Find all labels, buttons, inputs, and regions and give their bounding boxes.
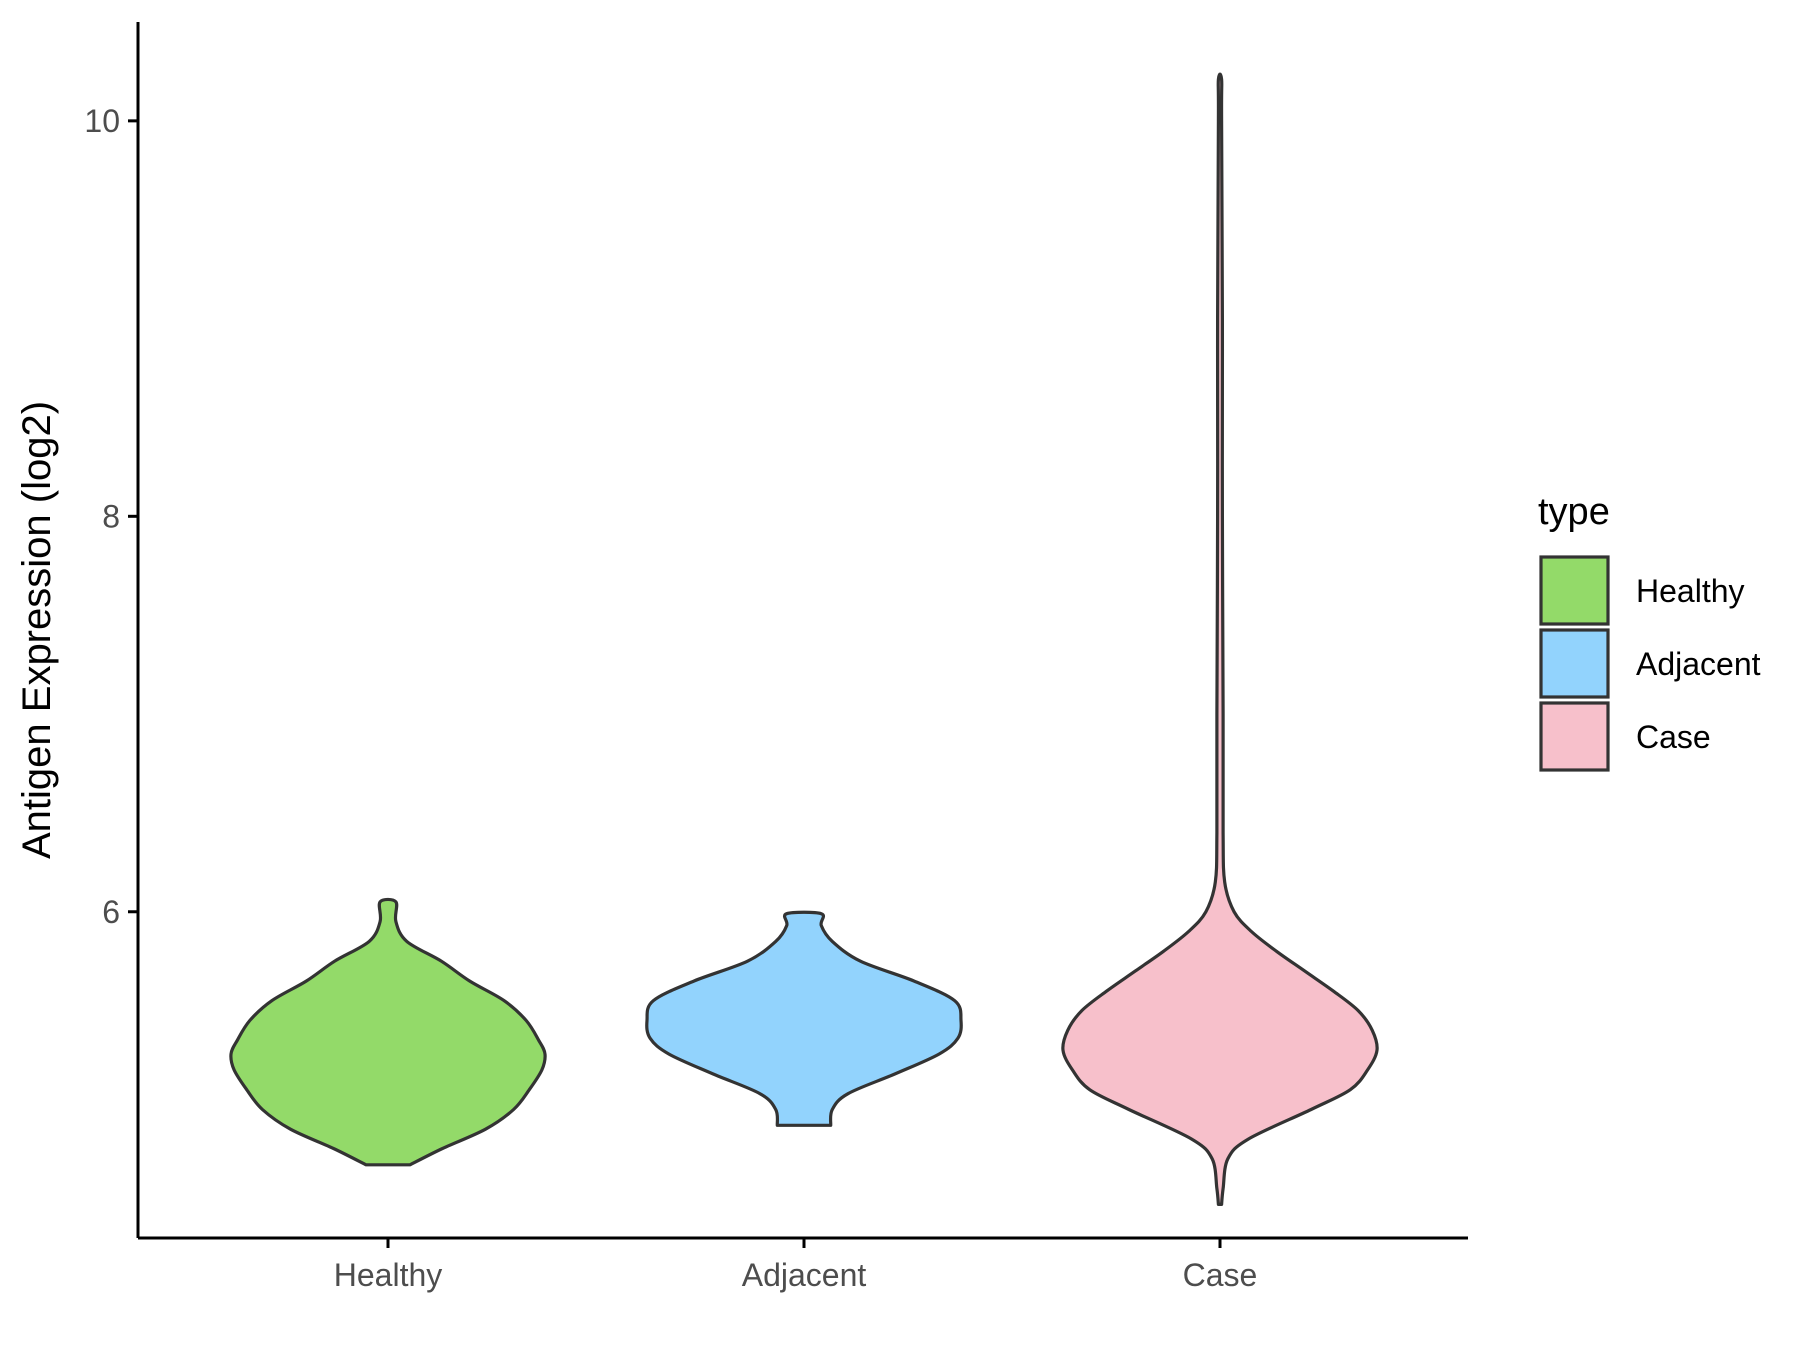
legend-swatch-adjacent — [1539, 628, 1610, 699]
y-tick-label: 8 — [102, 498, 120, 534]
violin-adjacent — [645, 910, 963, 1127]
legend-swatch-case — [1539, 701, 1610, 772]
legend-swatch-healthy — [1539, 555, 1610, 626]
y-tick-label: 6 — [102, 894, 120, 930]
y-tick-label: 10 — [84, 103, 120, 139]
legend-items: Healthy Adjacent Case — [1539, 555, 1761, 772]
legend-label-healthy: Healthy — [1636, 573, 1745, 609]
y-ticks: 6 8 10 — [84, 103, 138, 930]
violin-case — [1061, 72, 1379, 1206]
violin-healthy — [229, 897, 547, 1167]
legend: type Healthy Adjacent Case — [1538, 491, 1761, 772]
x-tick-label: Healthy — [334, 1257, 443, 1293]
violins-layer — [229, 72, 1379, 1206]
x-tick-label: Adjacent — [742, 1257, 867, 1293]
x-ticks: Healthy Adjacent Case — [334, 1238, 1258, 1293]
legend-label-case: Case — [1636, 719, 1711, 755]
legend-label-adjacent: Adjacent — [1636, 646, 1761, 682]
x-tick-label: Case — [1183, 1257, 1258, 1293]
legend-title: type — [1538, 491, 1610, 533]
y-axis-title: Antigen Expression (log2) — [15, 401, 59, 859]
